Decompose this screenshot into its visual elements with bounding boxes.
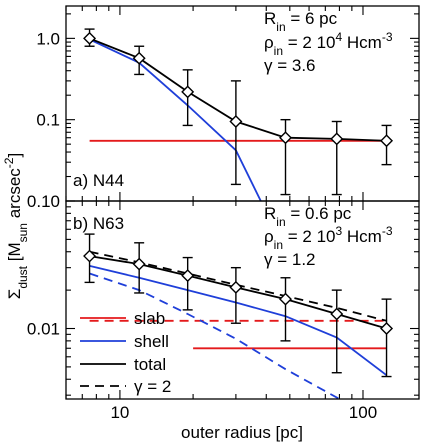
panel-a-data-point-1 xyxy=(132,51,146,65)
panel-a-annotation-part: = 6 pc xyxy=(286,9,338,28)
panel-a-data-point-4 xyxy=(279,131,292,145)
panel-b-data-point-3 xyxy=(229,280,243,294)
panel-b-ytick-label-1: 0.10 xyxy=(27,192,60,211)
panel-b-shell-dashed-line-3 xyxy=(89,272,340,399)
y-axis-title-open: [M xyxy=(5,242,24,266)
panel-b-data-point-2 xyxy=(181,269,195,283)
panel-a-data-point-5 xyxy=(330,132,344,146)
panel-a-annotation-part: Hcm xyxy=(342,33,382,52)
panel-b-data-point-4 xyxy=(279,292,292,306)
legend: slab shell total γ = 2 xyxy=(80,309,171,396)
panel-a-ytick-label-0: 0.1 xyxy=(36,111,60,130)
panel-b-annotation-0: Rin = 0.6 pc xyxy=(264,204,352,229)
y-axis-title-sub: sun xyxy=(16,223,30,242)
y-axis-title: Σdust [Msun arcsec-2] xyxy=(2,153,30,299)
panel-b-data-point-0 xyxy=(83,249,97,263)
panel-a-data-point-0 xyxy=(83,31,97,45)
panel-b-annotation-part: -3 xyxy=(382,224,393,238)
panel-b-label: b) N63 xyxy=(73,214,124,233)
panel-b-data-point-1 xyxy=(132,257,146,271)
panel-a-annotation-part: = 3.6 xyxy=(273,56,316,75)
x-tick-label-0: 10 xyxy=(110,403,129,422)
panel-a-annotation-part: in xyxy=(274,44,283,58)
legend-label-1: shell xyxy=(134,332,169,351)
panel-a-annotation-part: γ xyxy=(264,56,273,75)
panel-b-annotation-part: ρ xyxy=(264,227,274,246)
panel-a-data-point-3 xyxy=(229,115,243,128)
panel-b-annotation-part: = 2 10 xyxy=(283,227,335,246)
y-axis-title-main-sub: dust xyxy=(16,265,30,288)
panel-a-data-point-2 xyxy=(181,85,195,99)
legend-label-2: total xyxy=(134,355,166,374)
panel-a-annotation-part: in xyxy=(276,20,285,34)
panel-b-frame xyxy=(65,200,420,400)
panel-b-annotation-part: = 0.6 pc xyxy=(286,204,352,223)
panel-a-annotation-part: ρ xyxy=(264,33,274,52)
panel-b-annotation-1: ρin = 2 103 Hcm-3 xyxy=(264,224,393,252)
panel-b-annotation-part: R xyxy=(264,204,276,223)
panel-b-annotation-part: in xyxy=(274,238,283,252)
y-axis-title-unit: arcsec xyxy=(5,168,24,223)
panel-a-annotation-part: -3 xyxy=(382,30,393,44)
panel-b-data-point-5 xyxy=(330,307,344,321)
panel-a-ytick-label-1: 1.0 xyxy=(36,29,60,48)
x-axis-title: outer radius [pc] xyxy=(181,423,303,442)
panel-a-annotation-part: = 2 10 xyxy=(283,33,335,52)
panel-b-annotation-part: in xyxy=(276,215,285,229)
panel-b-annotation-part: γ xyxy=(264,250,273,269)
legend-label-0: slab xyxy=(134,309,165,328)
panel-b-annotation-2: γ = 1.2 xyxy=(264,250,316,269)
panel-b-annotation-part: Hcm xyxy=(342,227,382,246)
panel-b-data-point-6 xyxy=(380,322,394,335)
y-axis-title-main: Σ xyxy=(5,289,24,300)
panel-a-label: a) N44 xyxy=(73,171,124,190)
x-tick-label-1: 100 xyxy=(349,403,377,422)
panel-b-annotation-part: = 1.2 xyxy=(273,250,316,269)
y-axis-title-close: ] xyxy=(5,153,24,158)
panel-a-data-point-6 xyxy=(380,134,394,148)
panel-b-ytick-label-0: 0.01 xyxy=(27,320,60,339)
panel-a-annotation-1: ρin = 2 104 Hcm-3 xyxy=(264,30,393,58)
panel-b-annotation-part: 3 xyxy=(335,224,342,238)
panel-a-annotation-part: 4 xyxy=(335,30,342,44)
panel-a-annotation-0: Rin = 6 pc xyxy=(264,9,338,34)
panel-a-annotation-2: γ = 3.6 xyxy=(264,56,316,75)
y-axis-title-sup: -2 xyxy=(2,157,16,168)
panel-a-annotation-part: R xyxy=(264,9,276,28)
legend-label-3: γ = 2 xyxy=(134,377,171,396)
